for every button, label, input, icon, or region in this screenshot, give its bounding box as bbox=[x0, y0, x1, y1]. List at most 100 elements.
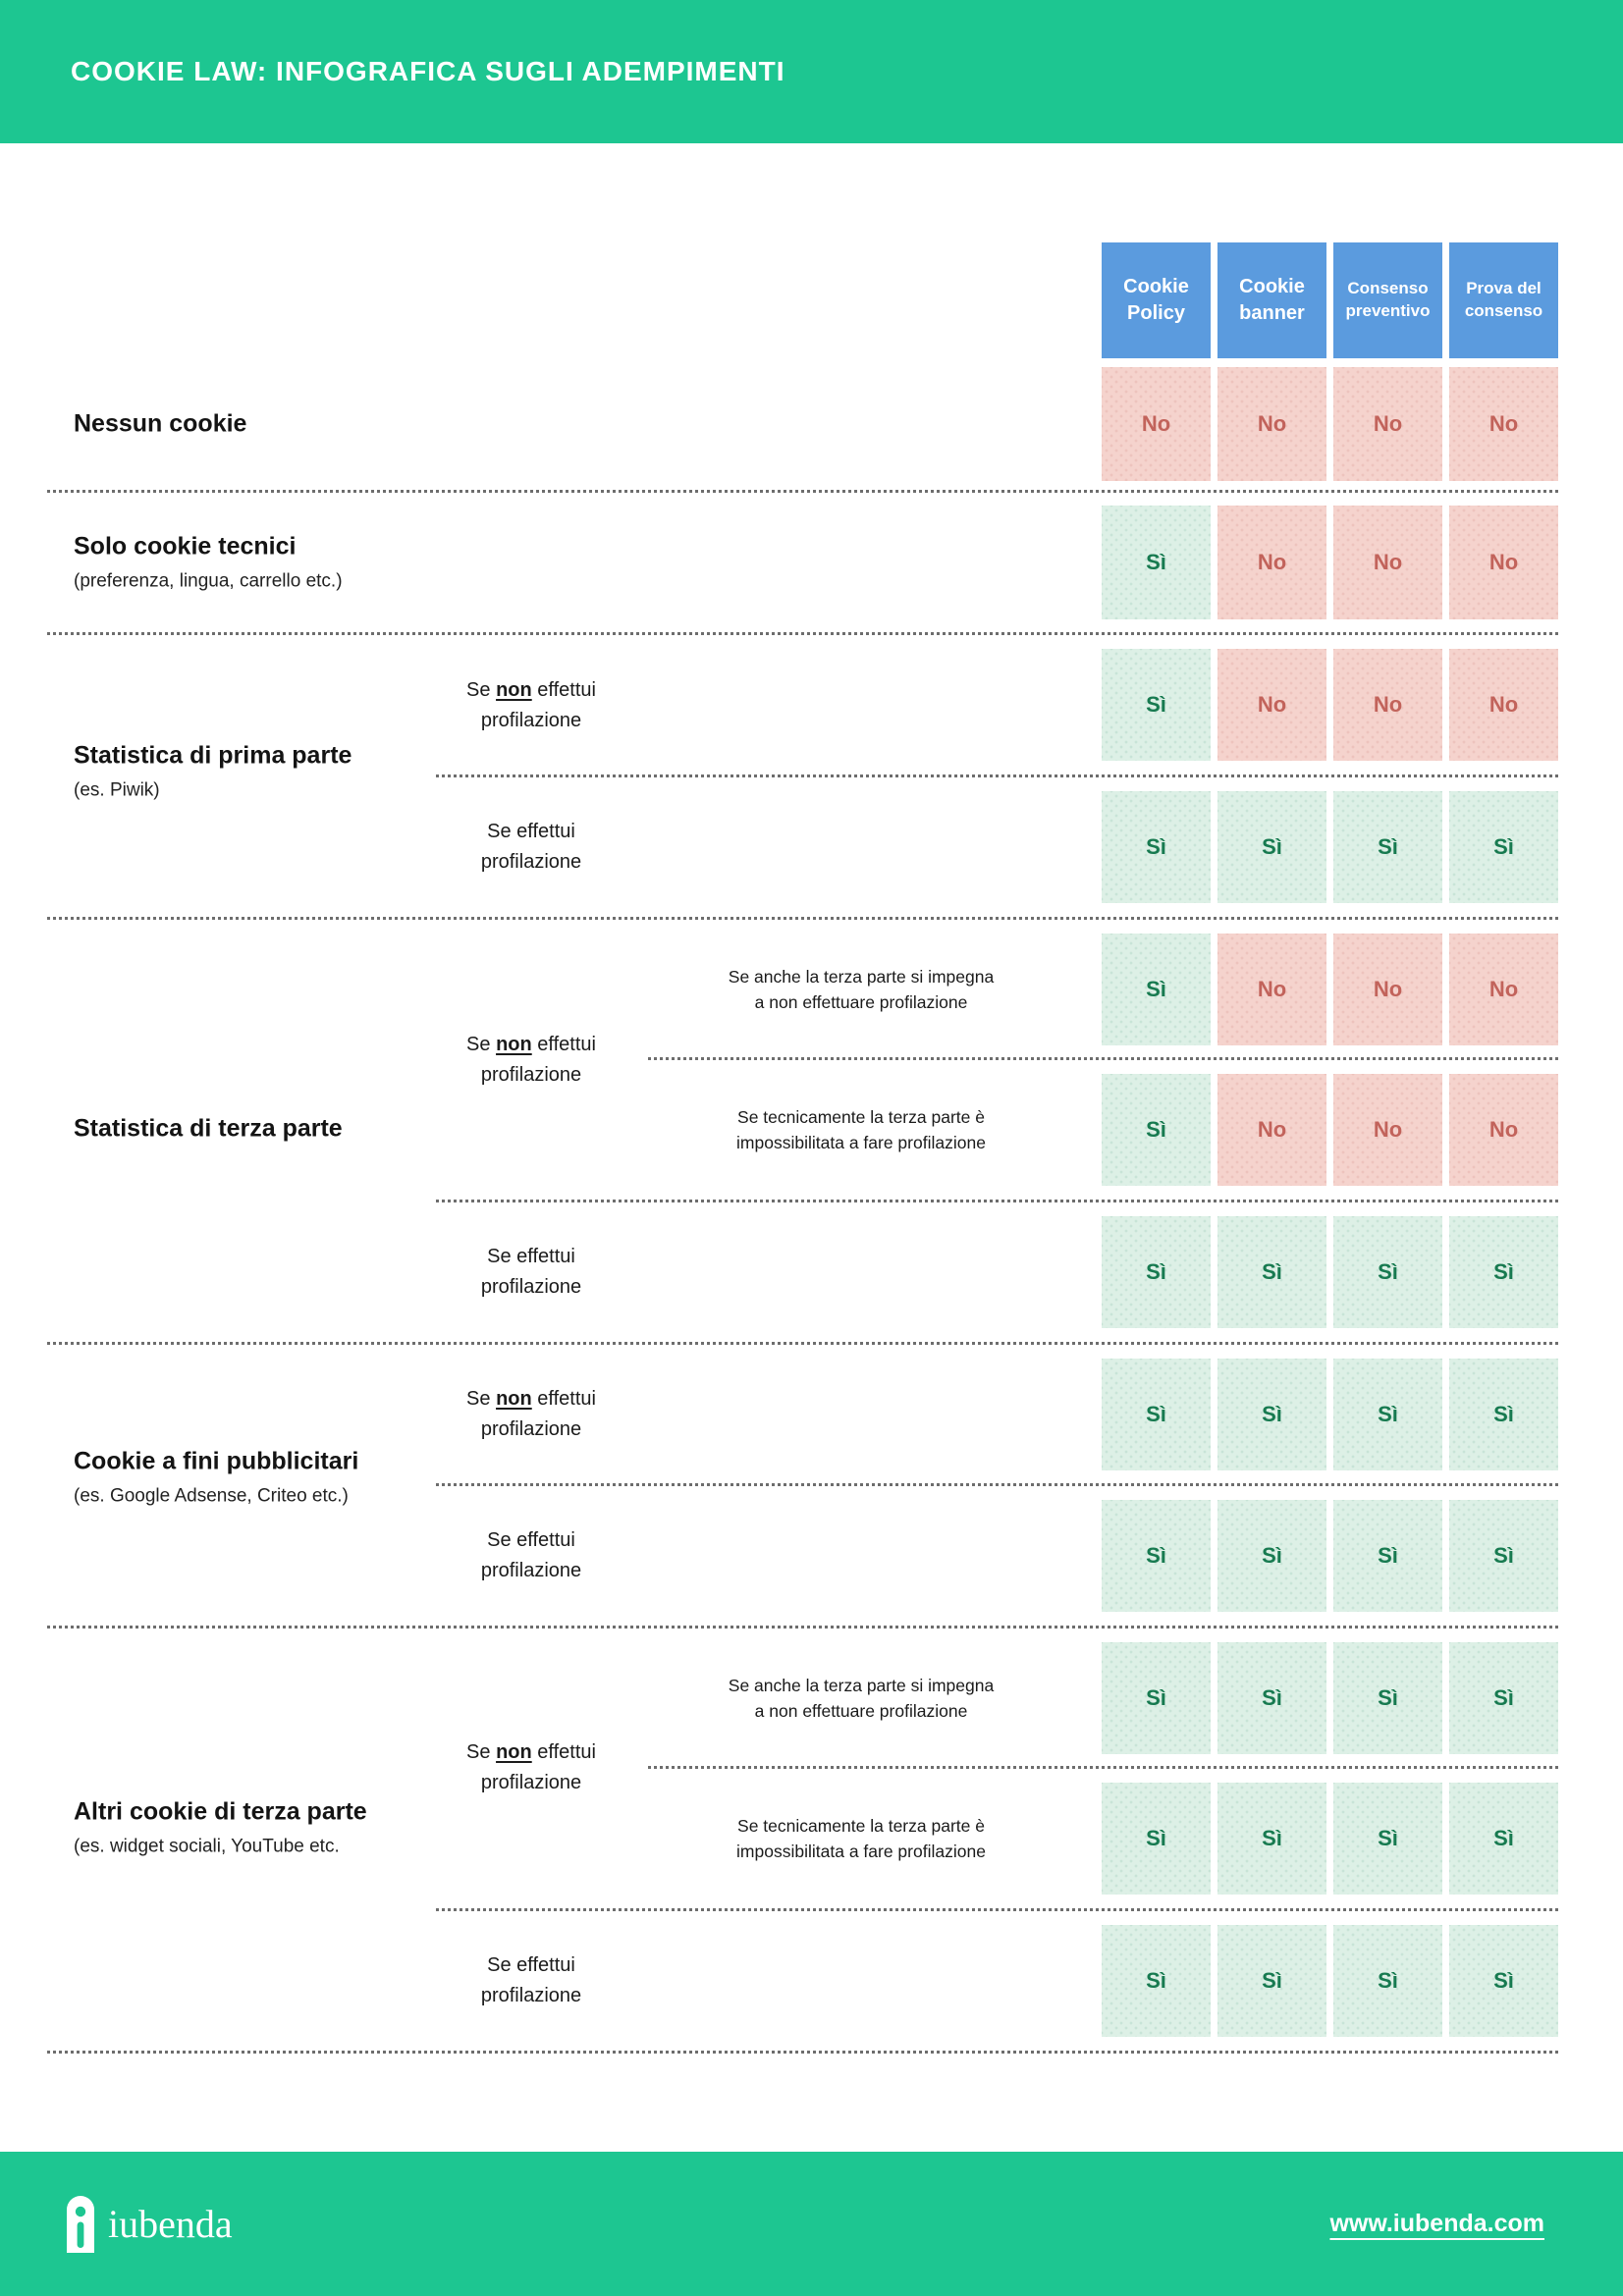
dashed-separator bbox=[436, 1908, 1558, 1911]
subcondition-line1: Se tecnicamente la terza parte è bbox=[737, 1815, 985, 1836]
subcondition-line2: impossibilitata a fare profilazione bbox=[736, 1842, 986, 1861]
compliance-cell: Sì bbox=[1333, 1500, 1442, 1612]
compliance-cell: Sì bbox=[1102, 506, 1211, 619]
compliance-cell: No bbox=[1217, 649, 1326, 761]
compliance-cell: No bbox=[1217, 1074, 1326, 1186]
brand-lockup: iubenda bbox=[67, 2195, 233, 2253]
cells-row: Sì Sì Sì Sì bbox=[1102, 1783, 1558, 1895]
emphasized-non: non bbox=[496, 1741, 532, 1763]
dashed-separator bbox=[436, 1483, 1558, 1486]
compliance-cell: Sì bbox=[1102, 791, 1211, 903]
subcondition-line1: Se tecnicamente la terza parte è bbox=[737, 1106, 985, 1127]
compliance-cell: Sì bbox=[1102, 934, 1211, 1045]
compliance-cell: Sì bbox=[1333, 1642, 1442, 1754]
category-label-cookie-pubblicitari: Cookie a fini pubblicitari (es. Google A… bbox=[64, 1448, 427, 1508]
condition-label-non-profilazione: Se non effettui profilazione bbox=[422, 675, 640, 736]
condition-line2: profilazione bbox=[480, 1064, 582, 1086]
column-header-cookie-policy: Cookie Policy bbox=[1102, 242, 1211, 358]
condition-label-non-profilazione: Se non effettui profilazione bbox=[422, 1384, 640, 1445]
cells-row: Sì Sì Sì Sì bbox=[1102, 1500, 1558, 1612]
cells-row: Sì No No No bbox=[1102, 649, 1558, 761]
cells-row: Sì Sì Sì Sì bbox=[1102, 791, 1558, 903]
compliance-cell: No bbox=[1102, 367, 1211, 481]
condition-label-si-profilazione: Se effettui profilazione bbox=[422, 1950, 640, 2011]
dashed-separator bbox=[648, 1057, 1558, 1060]
condition-line2: profilazione bbox=[480, 1276, 582, 1298]
cells-row: Sì No No No bbox=[1102, 934, 1558, 1045]
top-brand-bar: COOKIE LAW: INFOGRAFICA SUGLI ADEMPIMENT… bbox=[0, 0, 1623, 143]
category-subtitle: (es. Piwik) bbox=[74, 779, 160, 801]
compliance-cell: Sì bbox=[1102, 1359, 1211, 1470]
condition-line1: Se effettui bbox=[487, 1529, 575, 1551]
compliance-cell: No bbox=[1217, 367, 1326, 481]
condition-line1: Se non effettui bbox=[466, 1388, 596, 1410]
iubenda-logo-icon bbox=[67, 2195, 94, 2253]
category-title: Altri cookie di terza parte bbox=[74, 1797, 367, 1826]
condition-line2: profilazione bbox=[480, 1560, 582, 1581]
category-title: Solo cookie tecnici bbox=[74, 532, 297, 561]
compliance-cell: Sì bbox=[1333, 1925, 1442, 2037]
dashed-separator bbox=[436, 774, 1558, 777]
brand-wordmark: iubenda bbox=[108, 2201, 233, 2246]
compliance-cell: No bbox=[1333, 649, 1442, 761]
compliance-cell: No bbox=[1333, 934, 1442, 1045]
condition-label-si-profilazione: Se effettui profilazione bbox=[422, 1242, 640, 1303]
category-label-statistica-terza-parte: Statistica di terza parte bbox=[64, 1115, 427, 1144]
column-header-consenso-preventivo: Consenso preventivo bbox=[1333, 242, 1442, 358]
compliance-cell: Sì bbox=[1217, 791, 1326, 903]
dashed-separator bbox=[47, 2051, 1558, 2054]
category-subtitle: (es. Google Adsense, Criteo etc.) bbox=[74, 1485, 349, 1507]
compliance-cell: Sì bbox=[1449, 1642, 1558, 1754]
website-link[interactable]: www.iubenda.com bbox=[1329, 2210, 1544, 2237]
compliance-cell: Sì bbox=[1217, 1642, 1326, 1754]
compliance-cell: Sì bbox=[1333, 1783, 1442, 1895]
compliance-cell: Sì bbox=[1333, 1216, 1442, 1328]
category-label-statistica-prima-parte: Statistica di prima parte (es. Piwik) bbox=[64, 742, 427, 802]
compliance-cell: Sì bbox=[1449, 791, 1558, 903]
dashed-separator bbox=[47, 917, 1558, 920]
condition-label-non-profilazione: Se non effettui profilazione bbox=[422, 1030, 640, 1091]
condition-line1: Se effettui bbox=[487, 1954, 575, 1976]
condition-line2: profilazione bbox=[480, 1985, 582, 2006]
condition-line1: Se non effettui bbox=[466, 679, 596, 701]
emphasized-non: non bbox=[496, 1034, 532, 1055]
compliance-cell: Sì bbox=[1217, 1500, 1326, 1612]
condition-line1: Se non effettui bbox=[466, 1034, 596, 1055]
emphasized-non: non bbox=[496, 1388, 532, 1410]
dashed-separator bbox=[47, 632, 1558, 635]
category-label-solo-cookie-tecnici: Solo cookie tecnici (preferenza, lingua,… bbox=[64, 533, 427, 593]
subcondition-label-impossibilita: Se tecnicamente la terza parte è impossi… bbox=[644, 1813, 1078, 1865]
compliance-cell: Sì bbox=[1102, 1500, 1211, 1612]
subcondition-line1: Se anche la terza parte si impegna bbox=[728, 966, 995, 987]
subcondition-line2: a non effettuare profilazione bbox=[754, 1701, 968, 1721]
dashed-separator bbox=[436, 1200, 1558, 1202]
compliance-cell: No bbox=[1333, 367, 1442, 481]
cells-row: Sì No No No bbox=[1102, 506, 1558, 619]
cells-row: Sì Sì Sì Sì bbox=[1102, 1216, 1558, 1328]
compliance-cell: No bbox=[1449, 649, 1558, 761]
subcondition-line1: Se anche la terza parte si impegna bbox=[728, 1675, 995, 1695]
compliance-cell: Sì bbox=[1217, 1783, 1326, 1895]
category-subtitle: (preferenza, lingua, carrello etc.) bbox=[74, 570, 343, 592]
table-column-headers: Cookie Policy Cookie banner Consenso pre… bbox=[1102, 242, 1558, 358]
compliance-cell: No bbox=[1333, 1074, 1442, 1186]
compliance-cell: No bbox=[1217, 934, 1326, 1045]
compliance-cell: No bbox=[1217, 506, 1326, 619]
cells-row: Sì No No No bbox=[1102, 1074, 1558, 1186]
compliance-cell: No bbox=[1449, 1074, 1558, 1186]
footer-brand-bar: iubenda www.iubenda.com bbox=[0, 2152, 1623, 2296]
compliance-cell: Sì bbox=[1102, 649, 1211, 761]
dashed-separator bbox=[47, 490, 1558, 493]
compliance-cell: No bbox=[1449, 367, 1558, 481]
compliance-cell: Sì bbox=[1449, 1216, 1558, 1328]
subcondition-line2: impossibilitata a fare profilazione bbox=[736, 1133, 986, 1152]
condition-line2: profilazione bbox=[480, 1772, 582, 1793]
condition-line1: Se effettui bbox=[487, 1246, 575, 1267]
dashed-separator bbox=[47, 1342, 1558, 1345]
condition-label-si-profilazione: Se effettui profilazione bbox=[422, 1525, 640, 1586]
compliance-cell: No bbox=[1449, 506, 1558, 619]
subcondition-label-impegno: Se anche la terza parte si impegna a non… bbox=[644, 964, 1078, 1016]
page-title: COOKIE LAW: INFOGRAFICA SUGLI ADEMPIMENT… bbox=[71, 56, 785, 86]
compliance-cell: Sì bbox=[1217, 1359, 1326, 1470]
